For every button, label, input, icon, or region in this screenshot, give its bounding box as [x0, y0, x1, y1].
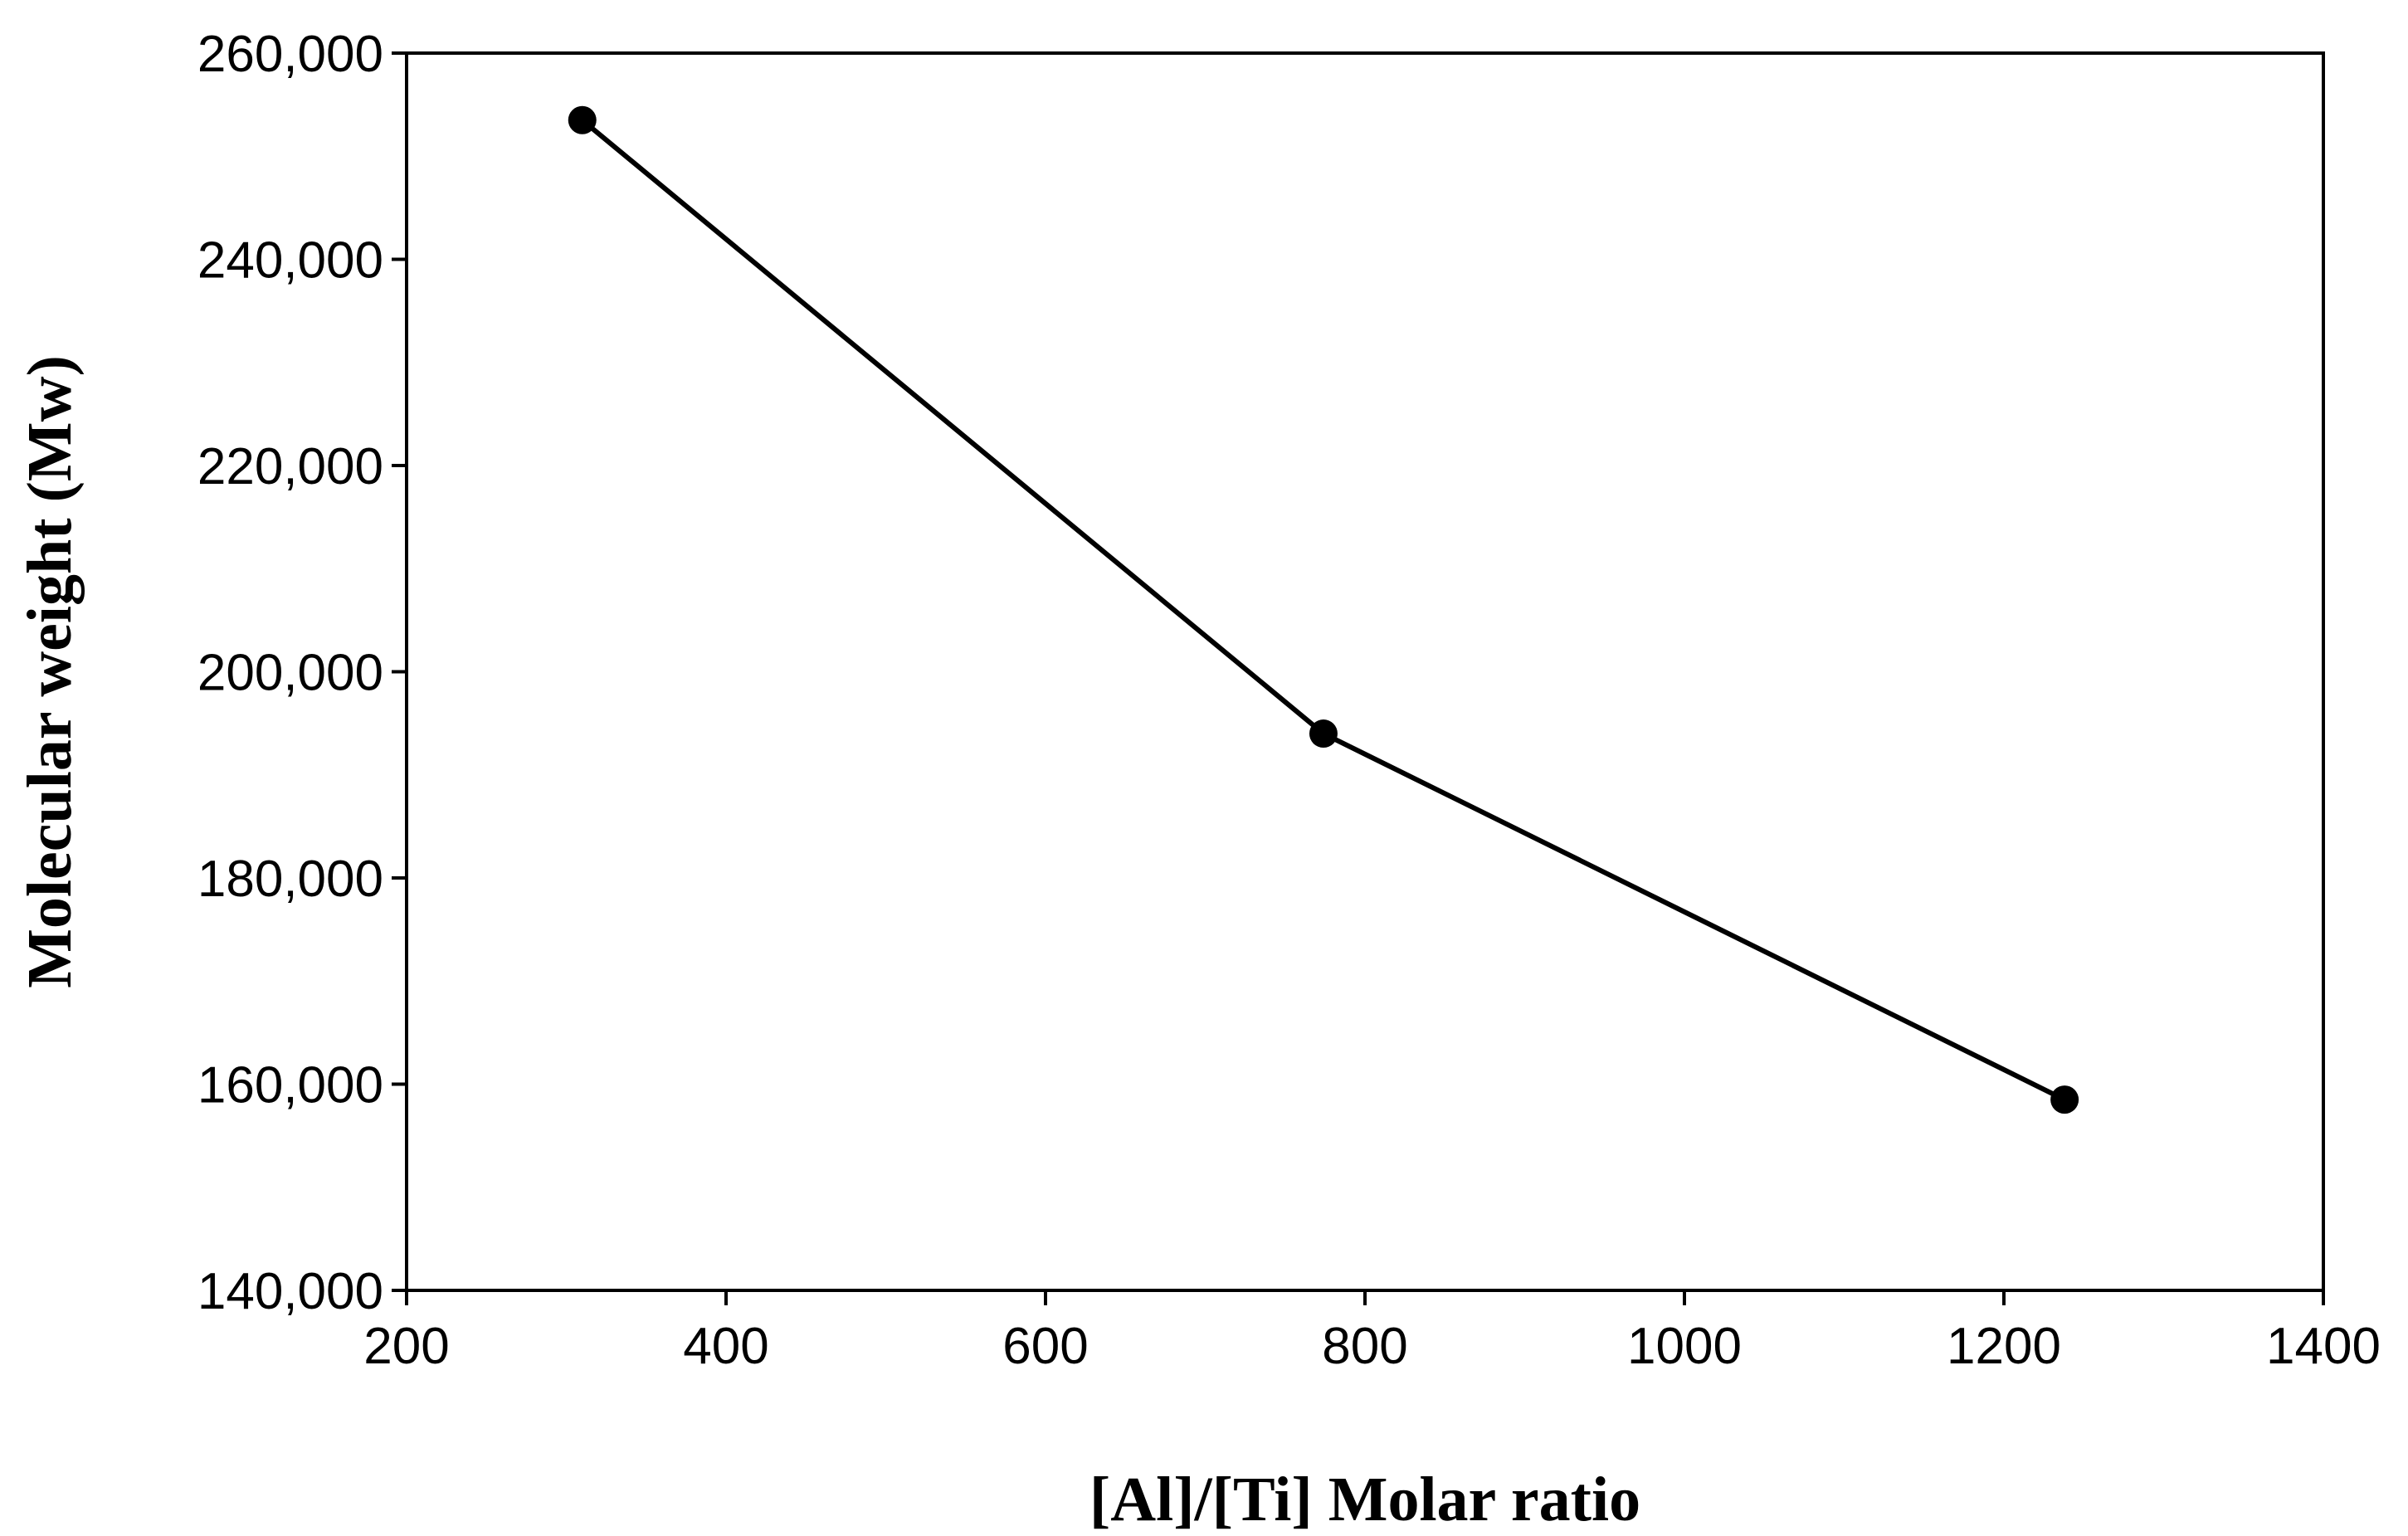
series-layer: [568, 105, 2079, 1114]
data-point: [568, 105, 597, 134]
x-axis-ticks: 200 400 600 800 1000 1200 1400: [363, 1290, 2381, 1375]
y-tick-label: 200,000: [197, 645, 383, 702]
y-axis-ticks: 140,000 160,000 180,000 200,000 220,000 240,0…: [197, 26, 407, 1320]
x-tick-label: 1000: [1627, 1318, 1742, 1375]
y-tick-label: 240,000: [197, 232, 383, 290]
x-axis-title: [Al]/[Ti] Molar ratio: [1089, 1465, 1640, 1534]
data-point: [2050, 1085, 2079, 1114]
x-tick-label: 1200: [1947, 1318, 2061, 1375]
y-axis-title: Molecular weight (Mw): [15, 355, 85, 988]
y-tick-label: 160,000: [197, 1057, 383, 1114]
y-tick-label: 220,000: [197, 438, 383, 495]
plot-area: [405, 51, 2325, 1292]
x-tick-label: 800: [1322, 1318, 1407, 1375]
x-tick-label: 1400: [2266, 1318, 2381, 1375]
x-tick-label: 400: [683, 1318, 768, 1375]
y-tick-label: 180,000: [197, 851, 383, 908]
y-tick-label: 260,000: [197, 26, 383, 83]
y-tick-label: 140,000: [197, 1263, 383, 1320]
x-tick-label: 200: [363, 1318, 449, 1375]
x-tick-label: 600: [1002, 1318, 1088, 1375]
data-point: [1309, 719, 1338, 748]
